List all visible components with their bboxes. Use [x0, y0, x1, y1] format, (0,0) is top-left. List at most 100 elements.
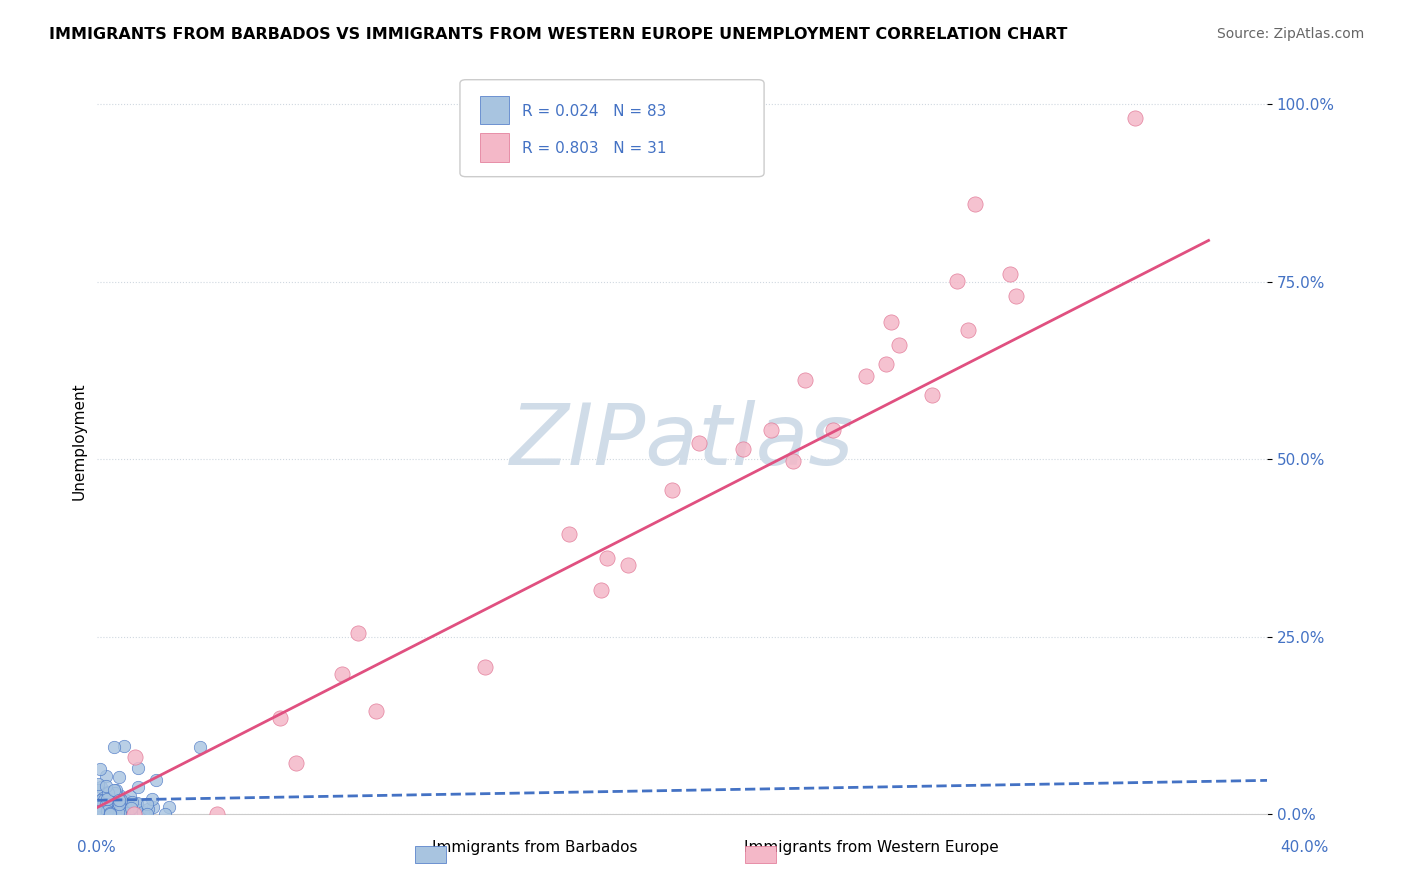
Point	[121, 795, 143, 809]
Point	[118, 801, 141, 815]
Point	[112, 792, 135, 806]
Point	[91, 793, 114, 807]
Point	[136, 802, 159, 816]
Text: Source: ZipAtlas.com: Source: ZipAtlas.com	[1216, 27, 1364, 41]
Point	[136, 797, 159, 812]
Point	[474, 660, 496, 674]
Point	[103, 801, 125, 815]
Point	[89, 806, 111, 821]
Point	[1125, 112, 1147, 126]
Point	[89, 799, 111, 814]
Point	[103, 783, 125, 797]
Point	[97, 785, 120, 799]
Point	[104, 806, 127, 821]
Point	[107, 805, 129, 819]
Point	[153, 807, 176, 822]
Point	[97, 787, 120, 801]
Point	[188, 739, 211, 754]
Text: 0.0%: 0.0%	[77, 840, 117, 855]
Point	[157, 800, 180, 814]
Point	[617, 558, 640, 573]
Point	[89, 762, 111, 776]
Point	[94, 792, 117, 806]
FancyBboxPatch shape	[479, 96, 509, 125]
Point	[124, 805, 146, 819]
Point	[688, 436, 710, 450]
Point	[855, 368, 877, 383]
Point	[782, 454, 804, 468]
Text: 40.0%: 40.0%	[1281, 840, 1329, 855]
Point	[107, 793, 129, 807]
Point	[945, 274, 967, 288]
Point	[120, 789, 142, 803]
Text: Immigrants from Barbados: Immigrants from Barbados	[432, 840, 637, 855]
Text: ZIPatlas: ZIPatlas	[510, 400, 855, 483]
Point	[93, 793, 115, 807]
Point	[132, 805, 155, 819]
Point	[94, 806, 117, 821]
Point	[128, 803, 150, 817]
Point	[142, 800, 165, 814]
Point	[120, 801, 142, 815]
Point	[91, 791, 114, 805]
Point	[87, 801, 110, 815]
Point	[87, 804, 110, 818]
Point	[110, 805, 132, 820]
Point	[875, 357, 897, 371]
Point	[141, 792, 163, 806]
Point	[104, 797, 127, 811]
Text: IMMIGRANTS FROM BARBADOS VS IMMIGRANTS FROM WESTERN EUROPE UNEMPLOYMENT CORRELAT: IMMIGRANTS FROM BARBADOS VS IMMIGRANTS F…	[49, 27, 1067, 42]
Point	[96, 794, 118, 808]
Point	[596, 550, 619, 565]
Point	[96, 791, 118, 805]
Point	[100, 792, 122, 806]
Point	[94, 769, 117, 783]
Point	[90, 803, 112, 817]
Point	[821, 424, 844, 438]
Point	[94, 797, 117, 812]
Point	[965, 197, 987, 211]
Point	[127, 761, 149, 775]
Point	[117, 794, 139, 808]
Point	[98, 806, 121, 821]
Point	[998, 267, 1021, 281]
Point	[1005, 289, 1028, 303]
Point	[330, 666, 353, 681]
Point	[120, 796, 142, 810]
Point	[122, 807, 145, 822]
Point	[108, 788, 131, 802]
Point	[87, 777, 110, 791]
Point	[108, 797, 131, 811]
FancyBboxPatch shape	[460, 79, 763, 177]
Point	[111, 795, 134, 809]
Point	[86, 795, 108, 809]
Point	[124, 750, 146, 764]
Point	[794, 373, 817, 387]
Y-axis label: Unemployment: Unemployment	[72, 383, 86, 500]
Point	[100, 799, 122, 814]
Point	[104, 786, 127, 800]
Point	[880, 315, 903, 329]
Point	[135, 806, 157, 821]
Point	[759, 423, 782, 437]
Point	[115, 806, 138, 821]
Point	[108, 793, 131, 807]
Point	[96, 804, 118, 818]
Point	[364, 704, 387, 718]
Point	[921, 388, 943, 402]
Point	[205, 807, 228, 822]
Point	[90, 801, 112, 815]
Point	[127, 780, 149, 794]
Point	[110, 807, 132, 822]
Text: R = 0.803   N = 31: R = 0.803 N = 31	[522, 141, 666, 156]
Point	[98, 799, 121, 814]
Point	[145, 773, 167, 788]
Point	[110, 793, 132, 807]
Point	[284, 756, 307, 770]
Point	[90, 792, 112, 806]
Point	[91, 792, 114, 806]
Point	[661, 483, 683, 497]
Text: Immigrants from Western Europe: Immigrants from Western Europe	[744, 840, 1000, 855]
Point	[100, 805, 122, 820]
Point	[107, 770, 129, 784]
